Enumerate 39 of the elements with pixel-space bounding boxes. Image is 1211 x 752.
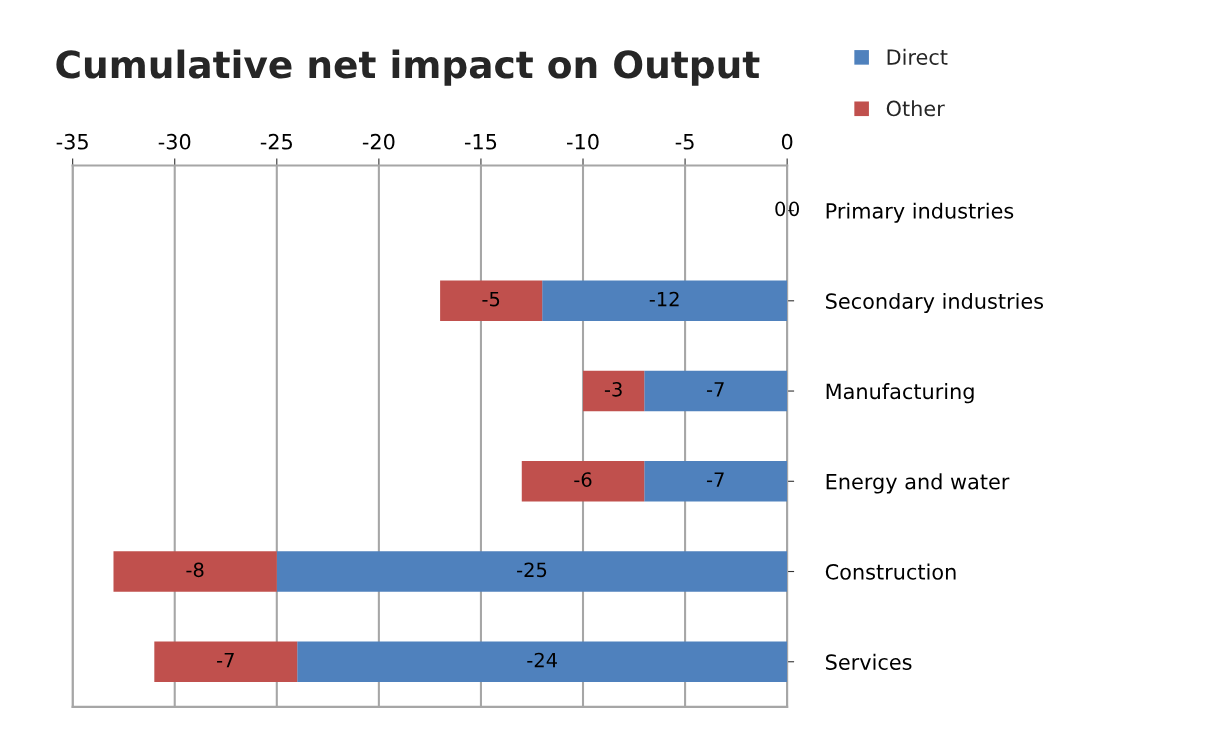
bar — [440, 280, 543, 322]
y-tick-label: Energy and water — [826, 473, 1010, 494]
x-tick-label: -35 — [56, 133, 88, 150]
bar — [521, 460, 645, 502]
y-tick-label: Primary industries — [826, 202, 1014, 223]
bar — [542, 280, 788, 322]
data-label: -8 — [186, 562, 204, 578]
x-tick-label: -25 — [260, 133, 292, 150]
x-tick-label: -15 — [464, 134, 497, 150]
data-label: -7 — [706, 472, 724, 487]
data-label: -12 — [649, 291, 679, 307]
x-tick-label: 0 — [781, 133, 793, 150]
legend-label: Other — [886, 100, 945, 117]
x-tick-label: -10 — [567, 133, 599, 150]
bar — [113, 551, 277, 592]
chart-title: Cumulative net impact on Output — [56, 49, 760, 86]
data-label: -7 — [217, 652, 234, 668]
data-label: -6 — [574, 472, 592, 487]
y-tick-label: Secondary industries — [826, 292, 1044, 314]
bar — [644, 460, 788, 502]
x-tick-label: -20 — [362, 133, 395, 150]
y-tick-label: Construction — [825, 563, 956, 580]
data-label: 0 — [775, 201, 786, 217]
data-label: 0 — [789, 201, 799, 217]
legend-label: Direct — [887, 48, 948, 65]
data-label: -7 — [706, 382, 724, 397]
data-label: -24 — [527, 652, 557, 668]
bar — [154, 641, 298, 683]
y-tick-label: Services — [826, 653, 912, 670]
bar — [297, 641, 788, 683]
bar — [583, 370, 645, 412]
data-label: -5 — [482, 291, 500, 307]
data-label: -3 — [604, 381, 622, 397]
data-label: -25 — [517, 562, 547, 578]
bar — [276, 551, 788, 592]
y-tick-label: Manufacturing — [826, 383, 974, 404]
bar — [644, 370, 788, 412]
x-tick-label: -30 — [158, 133, 191, 150]
x-tick-label: -5 — [675, 134, 694, 150]
